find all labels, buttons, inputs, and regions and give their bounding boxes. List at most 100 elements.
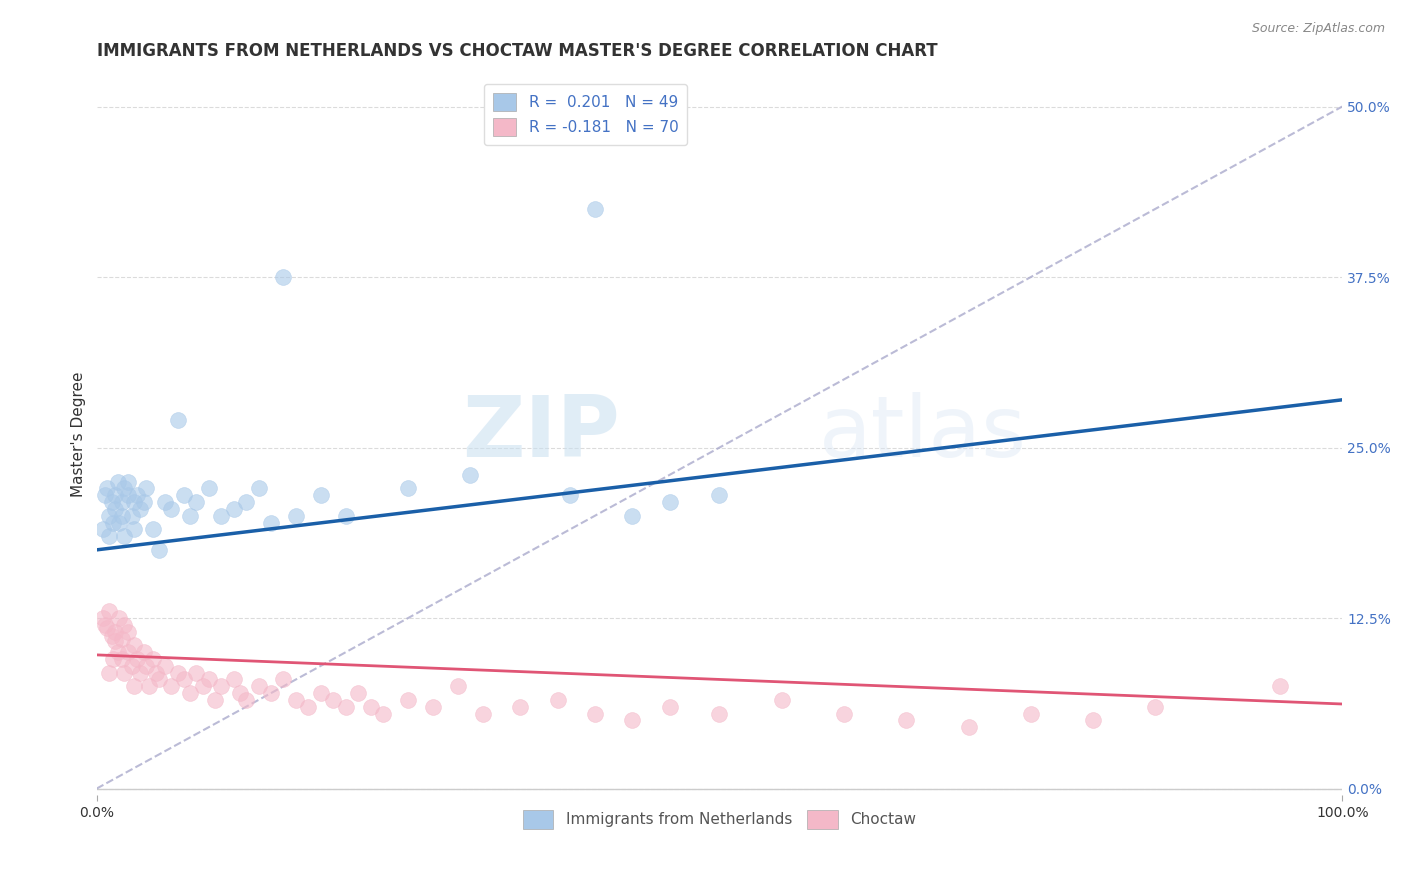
Point	[110, 495, 132, 509]
Point	[273, 270, 295, 285]
Point	[98, 508, 121, 523]
Point	[709, 706, 731, 721]
Point	[284, 693, 307, 707]
Point	[322, 693, 344, 707]
Point	[142, 652, 165, 666]
Point	[173, 673, 195, 687]
Point	[117, 488, 139, 502]
Point	[138, 679, 160, 693]
Point	[142, 522, 165, 536]
Point	[335, 699, 357, 714]
Point	[135, 482, 157, 496]
Point	[132, 495, 155, 509]
Point	[197, 673, 219, 687]
Point	[166, 413, 188, 427]
Point	[110, 652, 132, 666]
Point	[98, 665, 121, 680]
Text: Source: ZipAtlas.com: Source: ZipAtlas.com	[1251, 22, 1385, 36]
Point	[112, 482, 135, 496]
Point	[129, 665, 152, 680]
Point	[98, 604, 121, 618]
Point	[104, 634, 127, 648]
Point	[122, 495, 145, 509]
Point	[179, 686, 201, 700]
Point	[108, 611, 131, 625]
Point	[957, 720, 980, 734]
Point	[396, 482, 419, 496]
Point	[896, 714, 918, 728]
Point	[104, 502, 127, 516]
Point	[509, 699, 531, 714]
Text: ZIP: ZIP	[463, 392, 620, 475]
Point	[770, 693, 793, 707]
Point	[96, 621, 118, 635]
Point	[117, 624, 139, 639]
Point	[260, 686, 283, 700]
Point	[309, 686, 332, 700]
Point	[1268, 679, 1291, 693]
Point	[360, 699, 382, 714]
Point	[229, 686, 252, 700]
Point	[145, 665, 167, 680]
Point	[209, 679, 232, 693]
Point	[222, 673, 245, 687]
Point	[1081, 714, 1104, 728]
Point	[235, 495, 257, 509]
Point	[107, 645, 129, 659]
Point	[284, 508, 307, 523]
Point	[91, 611, 114, 625]
Point	[347, 686, 370, 700]
Point	[112, 665, 135, 680]
Point	[709, 488, 731, 502]
Point	[129, 502, 152, 516]
Point	[117, 645, 139, 659]
Point	[104, 624, 127, 639]
Point	[101, 652, 124, 666]
Point	[148, 542, 170, 557]
Point	[460, 467, 482, 482]
Point	[160, 502, 183, 516]
Point	[309, 488, 332, 502]
Point	[132, 645, 155, 659]
Point	[396, 693, 419, 707]
Point	[122, 638, 145, 652]
Point	[422, 699, 444, 714]
Point	[191, 679, 214, 693]
Point	[1019, 706, 1042, 721]
Point	[179, 508, 201, 523]
Point	[658, 699, 681, 714]
Point	[273, 673, 295, 687]
Point	[335, 508, 357, 523]
Point	[166, 665, 188, 680]
Point	[108, 516, 131, 530]
Point	[471, 706, 494, 721]
Point	[100, 495, 122, 509]
Point	[117, 475, 139, 489]
Point	[547, 693, 569, 707]
Point	[110, 632, 132, 646]
Point	[112, 529, 135, 543]
Point	[160, 679, 183, 693]
Point	[658, 495, 681, 509]
Y-axis label: Master's Degree: Master's Degree	[72, 371, 86, 497]
Point	[101, 516, 124, 530]
Point	[583, 202, 606, 216]
Point	[373, 706, 395, 721]
Point	[125, 652, 148, 666]
Point	[122, 522, 145, 536]
Point	[447, 679, 470, 693]
Point	[153, 495, 176, 509]
Point	[91, 522, 114, 536]
Point	[112, 618, 135, 632]
Point	[122, 679, 145, 693]
Point	[110, 508, 132, 523]
Point	[260, 516, 283, 530]
Point	[186, 665, 208, 680]
Point	[153, 658, 176, 673]
Point	[197, 482, 219, 496]
Point	[148, 673, 170, 687]
Text: IMMIGRANTS FROM NETHERLANDS VS CHOCTAW MASTER'S DEGREE CORRELATION CHART: IMMIGRANTS FROM NETHERLANDS VS CHOCTAW M…	[97, 42, 938, 60]
Point	[204, 693, 226, 707]
Point	[107, 475, 129, 489]
Text: atlas: atlas	[820, 392, 1028, 475]
